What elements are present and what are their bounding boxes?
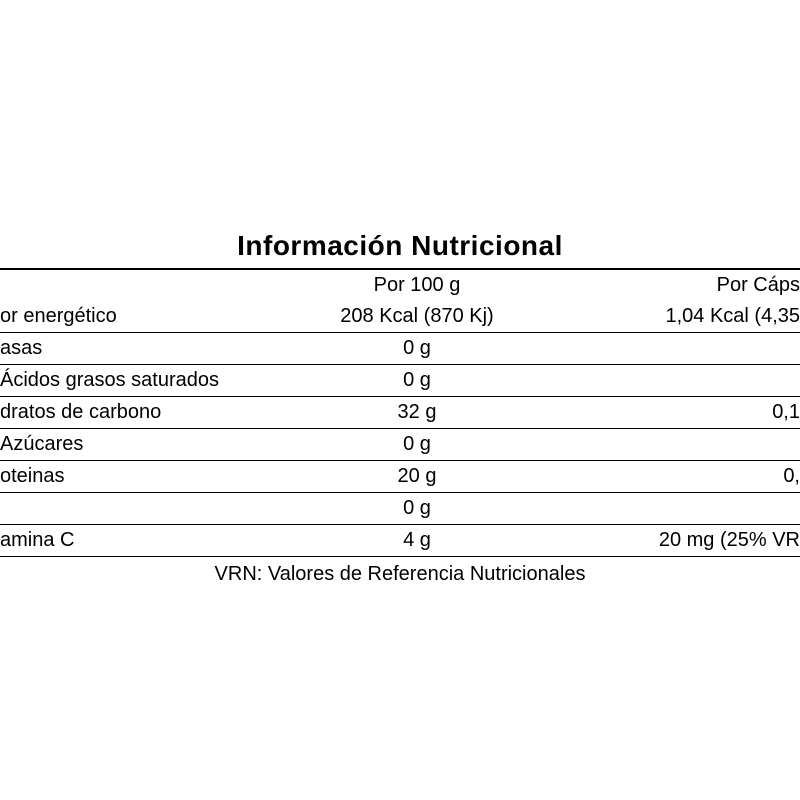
label-energy: or energético xyxy=(0,301,295,333)
val100-sugars: 0 g xyxy=(295,429,540,461)
header-percap: Por Cáps xyxy=(539,270,800,301)
panel-title: Información Nutricional xyxy=(0,230,800,268)
val100-protein: 20 g xyxy=(295,461,540,493)
row-satfat: Ácidos grasos saturados 0 g xyxy=(0,365,800,397)
label-satfat: Ácidos grasos saturados xyxy=(0,365,295,397)
valcap-satfat xyxy=(539,365,800,397)
label-protein: oteinas xyxy=(0,461,295,493)
val100-satfat: 0 g xyxy=(295,365,540,397)
nutrition-table: Por 100 g Por Cáps or energético 208 Kca… xyxy=(0,270,800,557)
valcap-fat xyxy=(539,333,800,365)
row-carbs: dratos de carbono 32 g 0,1 xyxy=(0,397,800,429)
row-protein: oteinas 20 g 0, xyxy=(0,461,800,493)
val100-fat: 0 g xyxy=(295,333,540,365)
row-energy: or energético 208 Kcal (870 Kj) 1,04 Kca… xyxy=(0,301,800,333)
label-fat: asas xyxy=(0,333,295,365)
label-sugars: Azúcares xyxy=(0,429,295,461)
val100-carbs: 32 g xyxy=(295,397,540,429)
label-carbs: dratos de carbono xyxy=(0,397,295,429)
header-per100: Por 100 g xyxy=(295,270,540,301)
footnote: VRN: Valores de Referencia Nutricionales xyxy=(0,557,800,586)
label-vitc: amina C xyxy=(0,525,295,557)
header-row: Por 100 g Por Cáps xyxy=(0,270,800,301)
header-blank xyxy=(0,270,295,301)
val100-vitc: 4 g xyxy=(295,525,540,557)
row-fat: asas 0 g xyxy=(0,333,800,365)
val100-blank: 0 g xyxy=(295,493,540,525)
row-vitc: amina C 4 g 20 mg (25% VR xyxy=(0,525,800,557)
valcap-energy: 1,04 Kcal (4,35 xyxy=(539,301,800,333)
valcap-sugars xyxy=(539,429,800,461)
valcap-blank xyxy=(539,493,800,525)
row-blank: 0 g xyxy=(0,493,800,525)
nutrition-panel: Información Nutricional Por 100 g Por Cá… xyxy=(0,230,800,586)
valcap-protein: 0, xyxy=(539,461,800,493)
valcap-vitc: 20 mg (25% VR xyxy=(539,525,800,557)
valcap-carbs: 0,1 xyxy=(539,397,800,429)
val100-energy: 208 Kcal (870 Kj) xyxy=(295,301,540,333)
row-sugars: Azúcares 0 g xyxy=(0,429,800,461)
label-blank xyxy=(0,493,295,525)
